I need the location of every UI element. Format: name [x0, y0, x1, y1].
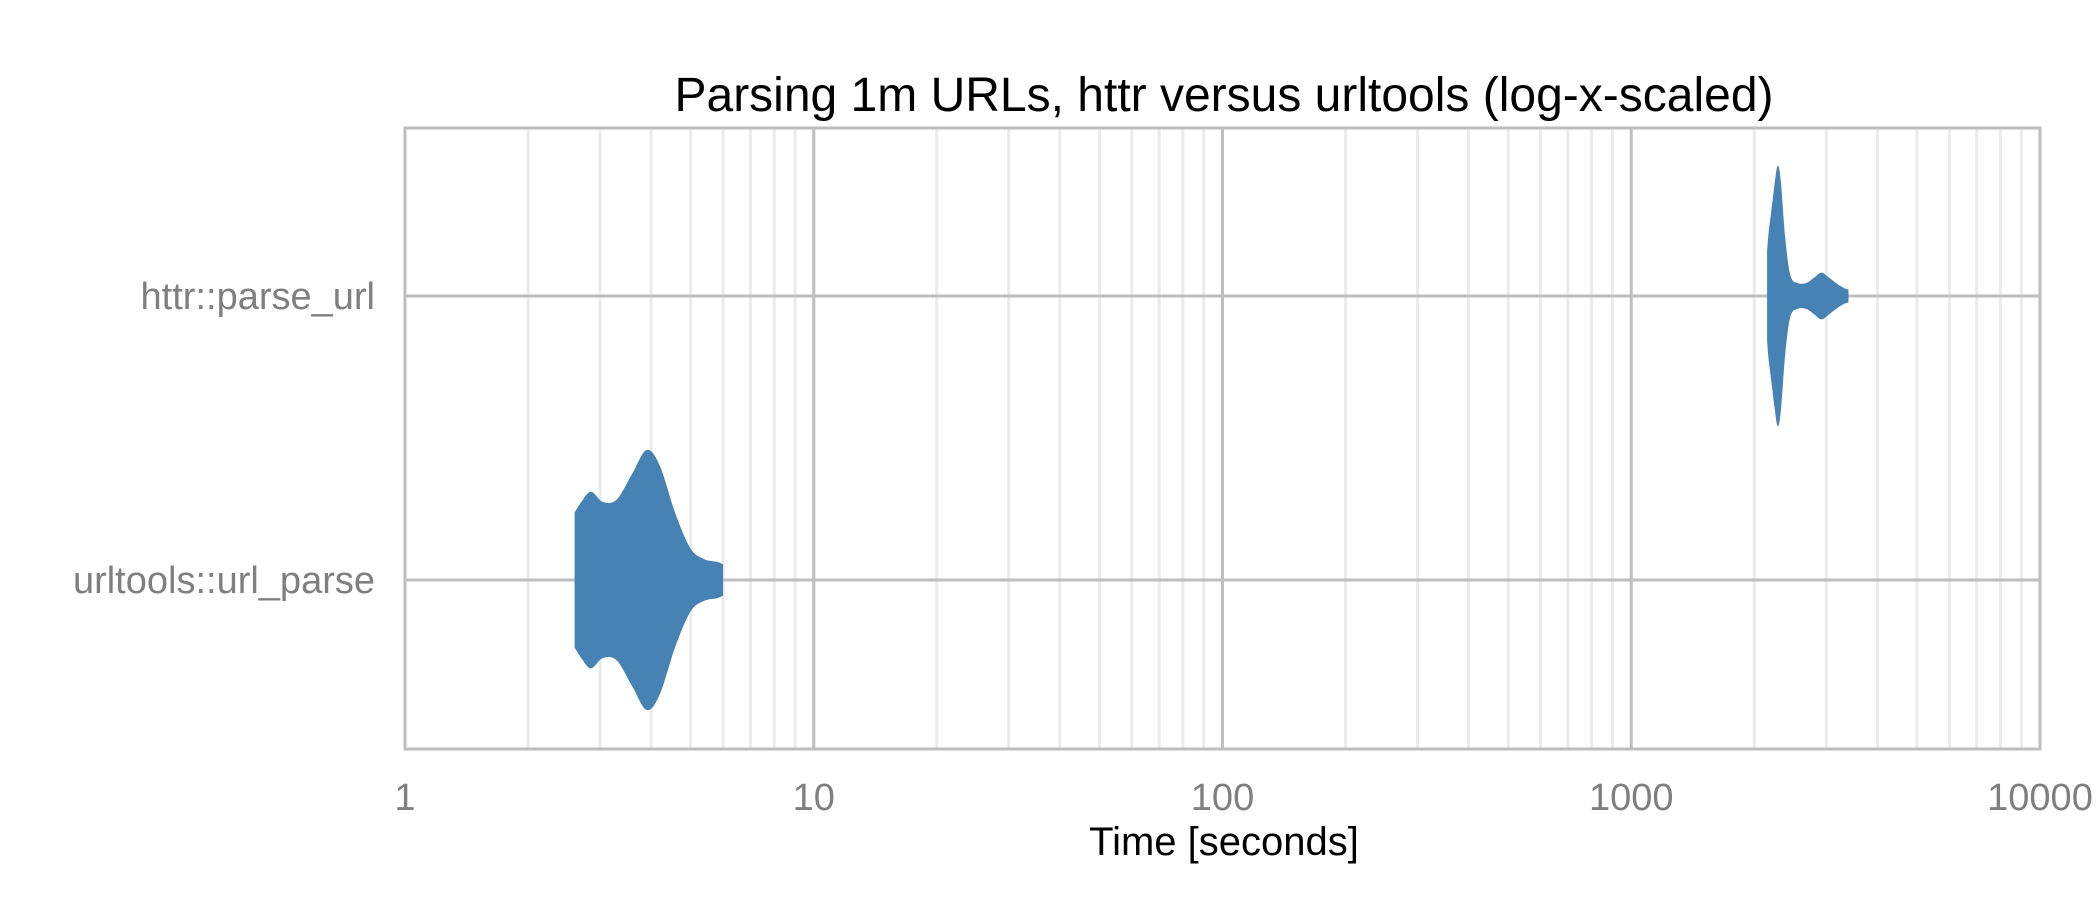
plot-panel [403, 126, 2042, 751]
x-tick-label: 1000 [1589, 777, 1674, 819]
y-category-label: httr::parse_url [141, 276, 375, 318]
x-tick-label: 10 [793, 777, 835, 819]
violin-urltools-url-parse [574, 449, 724, 711]
x-axis-title: Time [seconds] [1089, 820, 1359, 864]
panel-border [403, 126, 2042, 751]
x-tick-label: 1 [394, 777, 415, 819]
x-tick-label: 100 [1191, 777, 1254, 819]
violin-httr-parse-url [1767, 165, 1849, 427]
chart-title: Parsing 1m URLs, httr versus urltools (l… [674, 69, 1773, 122]
y-category-label: urltools::url_parse [73, 560, 375, 602]
x-tick-label: 10000 [1987, 777, 2093, 819]
